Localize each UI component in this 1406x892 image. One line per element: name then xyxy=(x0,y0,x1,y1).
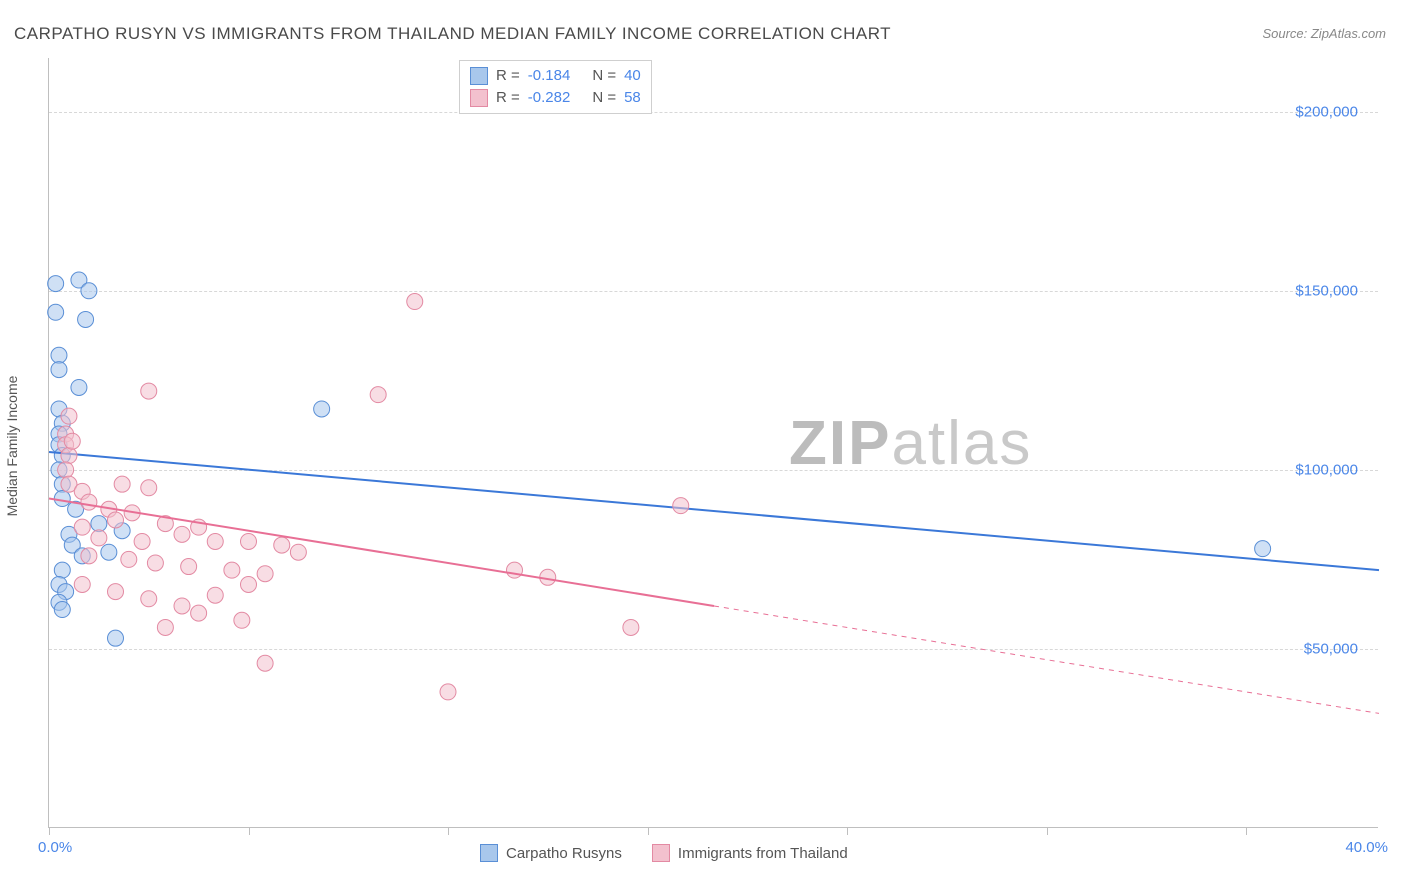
source-attribution: Source: ZipAtlas.com xyxy=(1262,26,1386,41)
data-point xyxy=(74,576,90,592)
legend-label: Immigrants from Thailand xyxy=(678,845,848,862)
data-point xyxy=(147,555,163,571)
data-point xyxy=(257,655,273,671)
data-point xyxy=(108,630,124,646)
data-point xyxy=(673,498,689,514)
x-axis-max-label: 40.0% xyxy=(1345,839,1388,856)
data-point xyxy=(224,562,240,578)
data-point xyxy=(623,619,639,635)
y-tick-label: $200,000 xyxy=(1295,103,1358,120)
data-point xyxy=(241,576,257,592)
y-tick-label: $100,000 xyxy=(1295,461,1358,478)
regression-line xyxy=(49,452,1379,570)
plot-area: ZIPatlas R =-0.184N =40R =-0.282N =58 $5… xyxy=(48,58,1378,828)
data-point xyxy=(108,512,124,528)
data-point xyxy=(58,462,74,478)
data-point xyxy=(174,526,190,542)
data-point xyxy=(234,612,250,628)
data-point xyxy=(91,516,107,532)
data-point xyxy=(370,387,386,403)
data-point xyxy=(54,602,70,618)
data-point xyxy=(274,537,290,553)
x-axis-min-label: 0.0% xyxy=(38,839,72,856)
data-point xyxy=(54,491,70,507)
legend-swatch xyxy=(470,89,488,107)
n-label: N = xyxy=(592,87,616,109)
x-tick xyxy=(1246,827,1247,835)
x-tick xyxy=(1047,827,1048,835)
legend-swatch xyxy=(480,844,498,862)
data-point xyxy=(48,304,64,320)
data-point xyxy=(181,559,197,575)
data-point xyxy=(61,408,77,424)
data-point xyxy=(440,684,456,700)
bottom-legend: Carpatho Rusyns Immigrants from Thailand xyxy=(480,844,848,862)
y-axis-label: Median Family Income xyxy=(4,376,20,517)
regression-line-extrapolated xyxy=(714,606,1379,713)
legend-label: Carpatho Rusyns xyxy=(506,845,622,862)
data-point xyxy=(407,294,423,310)
data-point xyxy=(141,480,157,496)
data-point xyxy=(64,433,80,449)
data-point xyxy=(134,533,150,549)
regression-line xyxy=(49,499,714,606)
r-label: R = xyxy=(496,87,520,109)
data-point xyxy=(241,533,257,549)
legend-stats-row: R = -0.282 N = 58 xyxy=(470,87,641,109)
legend-swatch xyxy=(652,844,670,862)
r-value: -0.184 xyxy=(528,65,571,87)
data-point xyxy=(81,494,97,510)
x-tick xyxy=(847,827,848,835)
legend-stats-box: R = -0.184 N = 40 R = -0.282 N = 58 xyxy=(459,60,652,114)
n-label: N = xyxy=(592,65,616,87)
n-value: 58 xyxy=(624,87,641,109)
data-point xyxy=(290,544,306,560)
data-point xyxy=(1255,541,1271,557)
data-point xyxy=(207,533,223,549)
data-point xyxy=(191,605,207,621)
data-point xyxy=(121,551,137,567)
x-tick xyxy=(448,827,449,835)
chart-container: CARPATHO RUSYN VS IMMIGRANTS FROM THAILA… xyxy=(0,0,1406,892)
data-point xyxy=(141,591,157,607)
x-tick xyxy=(249,827,250,835)
data-point xyxy=(61,448,77,464)
data-point xyxy=(81,283,97,299)
data-point xyxy=(141,383,157,399)
data-point xyxy=(51,347,67,363)
data-point xyxy=(81,548,97,564)
data-point xyxy=(174,598,190,614)
x-tick xyxy=(648,827,649,835)
data-point xyxy=(108,584,124,600)
data-point xyxy=(114,476,130,492)
chart-title: CARPATHO RUSYN VS IMMIGRANTS FROM THAILA… xyxy=(14,24,891,44)
plot-svg xyxy=(49,58,1378,827)
data-point xyxy=(78,311,94,327)
data-point xyxy=(91,530,107,546)
legend-item: Immigrants from Thailand xyxy=(652,844,848,862)
y-tick-label: $50,000 xyxy=(1304,640,1358,657)
data-point xyxy=(101,544,117,560)
r-label: R = xyxy=(496,65,520,87)
data-point xyxy=(507,562,523,578)
legend-swatch xyxy=(470,67,488,85)
data-point xyxy=(71,379,87,395)
n-value: 40 xyxy=(624,65,641,87)
data-point xyxy=(207,587,223,603)
data-point xyxy=(314,401,330,417)
data-point xyxy=(54,562,70,578)
legend-stats-row: R = -0.184 N = 40 xyxy=(470,65,641,87)
y-tick-label: $150,000 xyxy=(1295,282,1358,299)
data-point xyxy=(257,566,273,582)
data-point xyxy=(51,362,67,378)
legend-item: Carpatho Rusyns xyxy=(480,844,622,862)
data-point xyxy=(157,619,173,635)
x-tick xyxy=(49,827,50,835)
r-value: -0.282 xyxy=(528,87,571,109)
data-point xyxy=(48,276,64,292)
data-point xyxy=(74,519,90,535)
